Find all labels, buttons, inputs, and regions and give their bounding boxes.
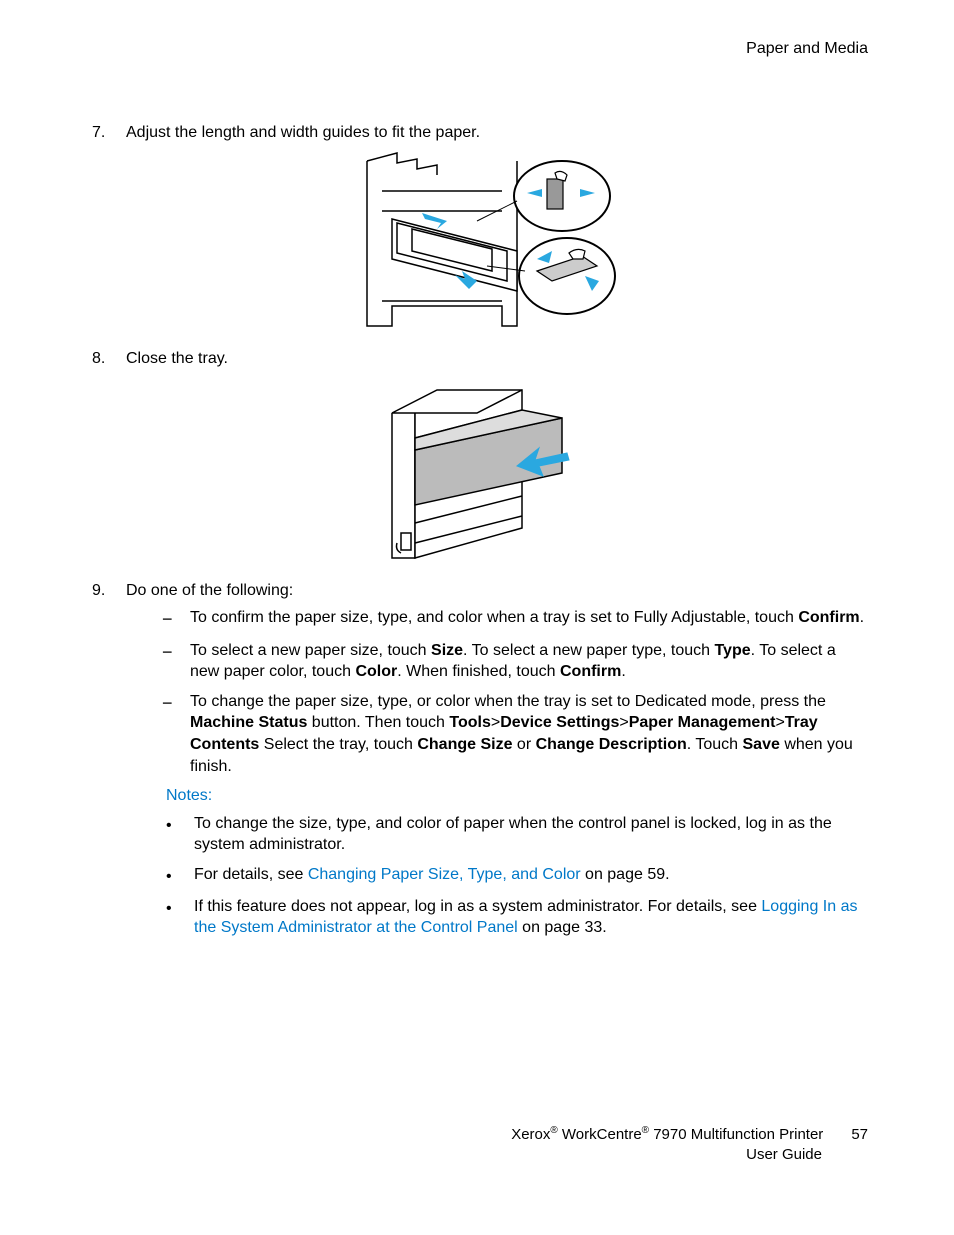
bold-text: Color [355,663,397,680]
sub-item: − To select a new paper size, touch Size… [162,640,868,683]
bold-text: Size [431,642,463,659]
text: or [512,736,535,753]
step-number: 9. [86,580,126,947]
text: . Touch [687,736,743,753]
bold-text: Paper Management [629,714,776,731]
note-text: on page 59. [581,866,670,883]
text: button. Then touch [307,714,449,731]
note-text: To change the size, type, and color of p… [194,813,868,856]
text: . To select a new paper type, touch [463,642,714,659]
bold-text: Device Settings [500,714,619,731]
step-9: 9. Do one of the following: − To confirm… [86,580,868,947]
bold-text: Confirm [798,609,859,626]
text: > [491,714,500,731]
step-number: 7. [86,122,126,144]
text: > [775,714,784,731]
bold-text: Type [714,642,750,659]
footer-brand: Xerox [511,1126,550,1143]
figure-adjust-guides [86,151,868,336]
text: To select a new paper size, touch [190,642,431,659]
step-text: Do one of the following: [126,580,868,602]
bullet-icon: • [166,864,194,888]
note-text: If this feature does not appear, log in … [194,898,761,915]
text: To confirm the paper size, type, and col… [190,609,798,626]
dash-icon: − [162,640,190,683]
section-header: Paper and Media [86,38,868,60]
bold-text: Change Description [536,736,687,753]
text: > [619,714,628,731]
figure-close-tray [86,378,868,568]
step-text: Close the tray. [126,348,868,370]
bold-text: Change Size [417,736,512,753]
note-item: • To change the size, type, and color of… [166,813,868,856]
sub-item: − To confirm the paper size, type, and c… [162,607,868,631]
bold-text: Save [743,736,780,753]
footer-product: WorkCentre [558,1126,642,1143]
step-8: 8. Close the tray. [86,348,868,370]
reg-icon: ® [550,1125,557,1136]
footer-model: 7970 Multifunction Printer [649,1126,823,1143]
text: To change the paper size, type, or color… [190,693,826,710]
bullet-icon: • [166,896,194,939]
text: . When finished, touch [397,663,560,680]
bullet-icon: • [166,813,194,856]
page-number: 57 [851,1126,868,1143]
notes-label: Notes: [166,785,868,807]
text: . [621,663,625,680]
note-text: For details, see [194,866,308,883]
bold-text: Tools [449,714,490,731]
bold-text: Machine Status [190,714,307,731]
sub-item: − To change the paper size, type, or col… [162,691,868,777]
dash-icon: − [162,607,190,631]
step-number: 8. [86,348,126,370]
note-item: • If this feature does not appear, log i… [166,896,868,939]
reg-icon: ® [642,1125,649,1136]
step-text: Adjust the length and width guides to fi… [126,122,868,144]
dash-icon: − [162,691,190,777]
note-text: on page 33. [518,919,607,936]
link-changing-paper[interactable]: Changing Paper Size, Type, and Color [308,866,581,883]
text: Select the tray, touch [259,736,417,753]
footer-guide: User Guide [511,1145,868,1165]
note-item: • For details, see Changing Paper Size, … [166,864,868,888]
bold-text: Confirm [560,663,621,680]
step-7: 7. Adjust the length and width guides to… [86,122,868,144]
page-footer: Xerox® WorkCentre® 7970 Multifunction Pr… [511,1124,868,1166]
text: . [860,609,864,626]
